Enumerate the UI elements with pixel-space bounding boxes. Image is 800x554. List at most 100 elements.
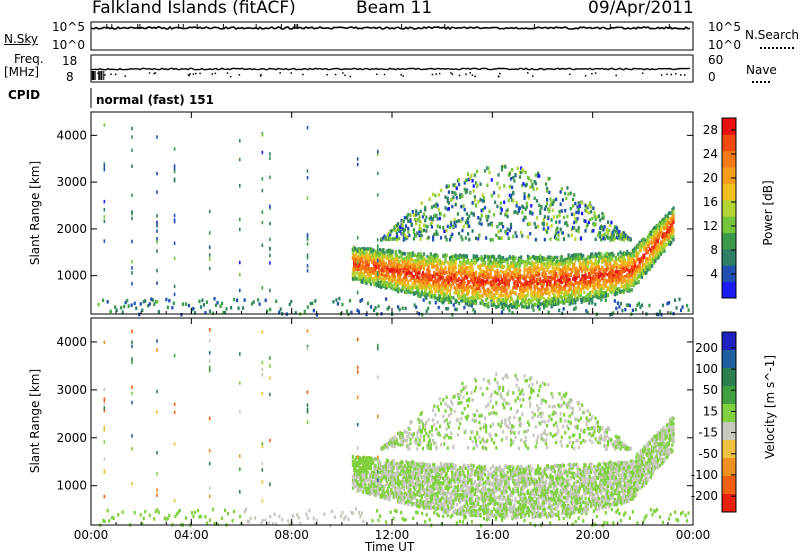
upper-streak-cell bbox=[447, 190, 451, 194]
band-cell bbox=[461, 293, 464, 298]
ground-scatter-cell bbox=[198, 515, 201, 519]
band-cell bbox=[450, 270, 453, 274]
band-cell bbox=[418, 271, 421, 275]
band-cell bbox=[504, 273, 507, 277]
band-cell bbox=[375, 273, 378, 278]
band-cell bbox=[541, 265, 544, 270]
upper-streak-cell bbox=[420, 201, 423, 205]
band-cell bbox=[561, 270, 565, 274]
band-cell bbox=[527, 298, 531, 302]
band-cell bbox=[526, 300, 530, 305]
band-cell bbox=[508, 266, 511, 270]
band-cell bbox=[500, 256, 504, 260]
upper-streak-cell bbox=[399, 225, 402, 230]
band-cell bbox=[550, 296, 553, 301]
upper-streak-cell bbox=[546, 186, 549, 191]
band-cell bbox=[479, 263, 482, 268]
upper-streak-cell bbox=[485, 236, 488, 240]
ground-scatter-cell bbox=[348, 298, 352, 303]
band-cell bbox=[547, 275, 550, 280]
band-cell bbox=[565, 257, 568, 262]
band-cell bbox=[504, 270, 507, 274]
sporadic-cell bbox=[131, 259, 133, 264]
band-cell bbox=[496, 297, 499, 301]
band-cell bbox=[466, 284, 470, 289]
band-cell bbox=[469, 261, 472, 266]
band-cell bbox=[522, 282, 525, 287]
nave-dot bbox=[279, 72, 281, 74]
upper-streak-cell bbox=[570, 212, 574, 217]
band-cell bbox=[514, 275, 517, 279]
band-cell bbox=[518, 296, 522, 300]
band-cell bbox=[530, 298, 533, 303]
band-cell bbox=[600, 285, 603, 290]
band-cell bbox=[485, 275, 488, 279]
band-cell bbox=[480, 294, 483, 298]
band-cell bbox=[534, 266, 537, 271]
band-cell bbox=[641, 263, 645, 268]
band-cell bbox=[594, 272, 597, 276]
band-cell bbox=[496, 288, 499, 292]
ground-scatter-cell bbox=[103, 519, 106, 524]
upper-streak-cell bbox=[468, 237, 471, 242]
band-cell bbox=[650, 251, 654, 256]
band-cell bbox=[453, 259, 456, 264]
band-cell bbox=[588, 255, 592, 259]
band-cell bbox=[419, 294, 422, 299]
band-cell bbox=[626, 267, 629, 272]
band-cell bbox=[495, 286, 498, 290]
ground-scatter-cell bbox=[172, 301, 175, 305]
band-cell bbox=[386, 273, 390, 278]
band-cell bbox=[382, 271, 385, 275]
band-cell bbox=[413, 278, 417, 282]
sporadic-cell bbox=[131, 148, 133, 152]
ground-scatter-cell bbox=[482, 516, 486, 521]
band-cell bbox=[412, 285, 416, 289]
upper-streak-cell bbox=[534, 181, 537, 186]
band-cell bbox=[409, 255, 412, 259]
upper-streak-cell bbox=[470, 211, 473, 215]
ground-scatter-cell bbox=[511, 516, 514, 521]
upper-streak-cell bbox=[412, 231, 416, 235]
upper-streak-cell bbox=[497, 194, 500, 198]
band-cell bbox=[480, 270, 483, 274]
band-cell bbox=[568, 281, 571, 286]
band-cell bbox=[397, 259, 400, 264]
band-cell bbox=[407, 262, 410, 266]
band-cell bbox=[653, 240, 656, 245]
band-cell bbox=[573, 256, 576, 260]
band-cell bbox=[573, 263, 576, 267]
band-cell bbox=[561, 258, 565, 263]
band-cell bbox=[377, 253, 381, 258]
band-cell bbox=[643, 237, 646, 242]
band-cell bbox=[372, 251, 375, 256]
band-cell bbox=[419, 266, 422, 271]
band-cell bbox=[515, 304, 518, 308]
upper-streak-cell bbox=[495, 233, 498, 238]
band-cell bbox=[617, 257, 620, 262]
band-cell bbox=[426, 262, 429, 266]
band-cell bbox=[505, 294, 508, 299]
upper-streak-cell bbox=[573, 212, 576, 217]
band-cell bbox=[631, 251, 634, 255]
band-cell bbox=[533, 279, 536, 283]
band-cell bbox=[419, 252, 422, 256]
upper-streak-cell bbox=[617, 230, 620, 234]
ground-scatter-cell bbox=[148, 513, 151, 518]
band-cell bbox=[515, 263, 518, 268]
band-cell bbox=[531, 281, 534, 285]
band-cell bbox=[459, 253, 462, 258]
band-cell bbox=[541, 301, 544, 306]
upper-streak-cell bbox=[591, 229, 594, 233]
ground-scatter-cell bbox=[658, 309, 662, 314]
band-cell bbox=[534, 260, 537, 264]
band-cell bbox=[539, 277, 542, 281]
band-cell bbox=[443, 286, 446, 290]
band-cell bbox=[579, 290, 583, 294]
ground-scatter-cell bbox=[660, 312, 663, 317]
band-cell bbox=[627, 260, 630, 265]
ground-scatter-cell bbox=[192, 514, 195, 519]
upper-streak-cell bbox=[415, 221, 418, 226]
band-cell bbox=[419, 259, 422, 263]
upper-streak-cell bbox=[389, 230, 392, 234]
